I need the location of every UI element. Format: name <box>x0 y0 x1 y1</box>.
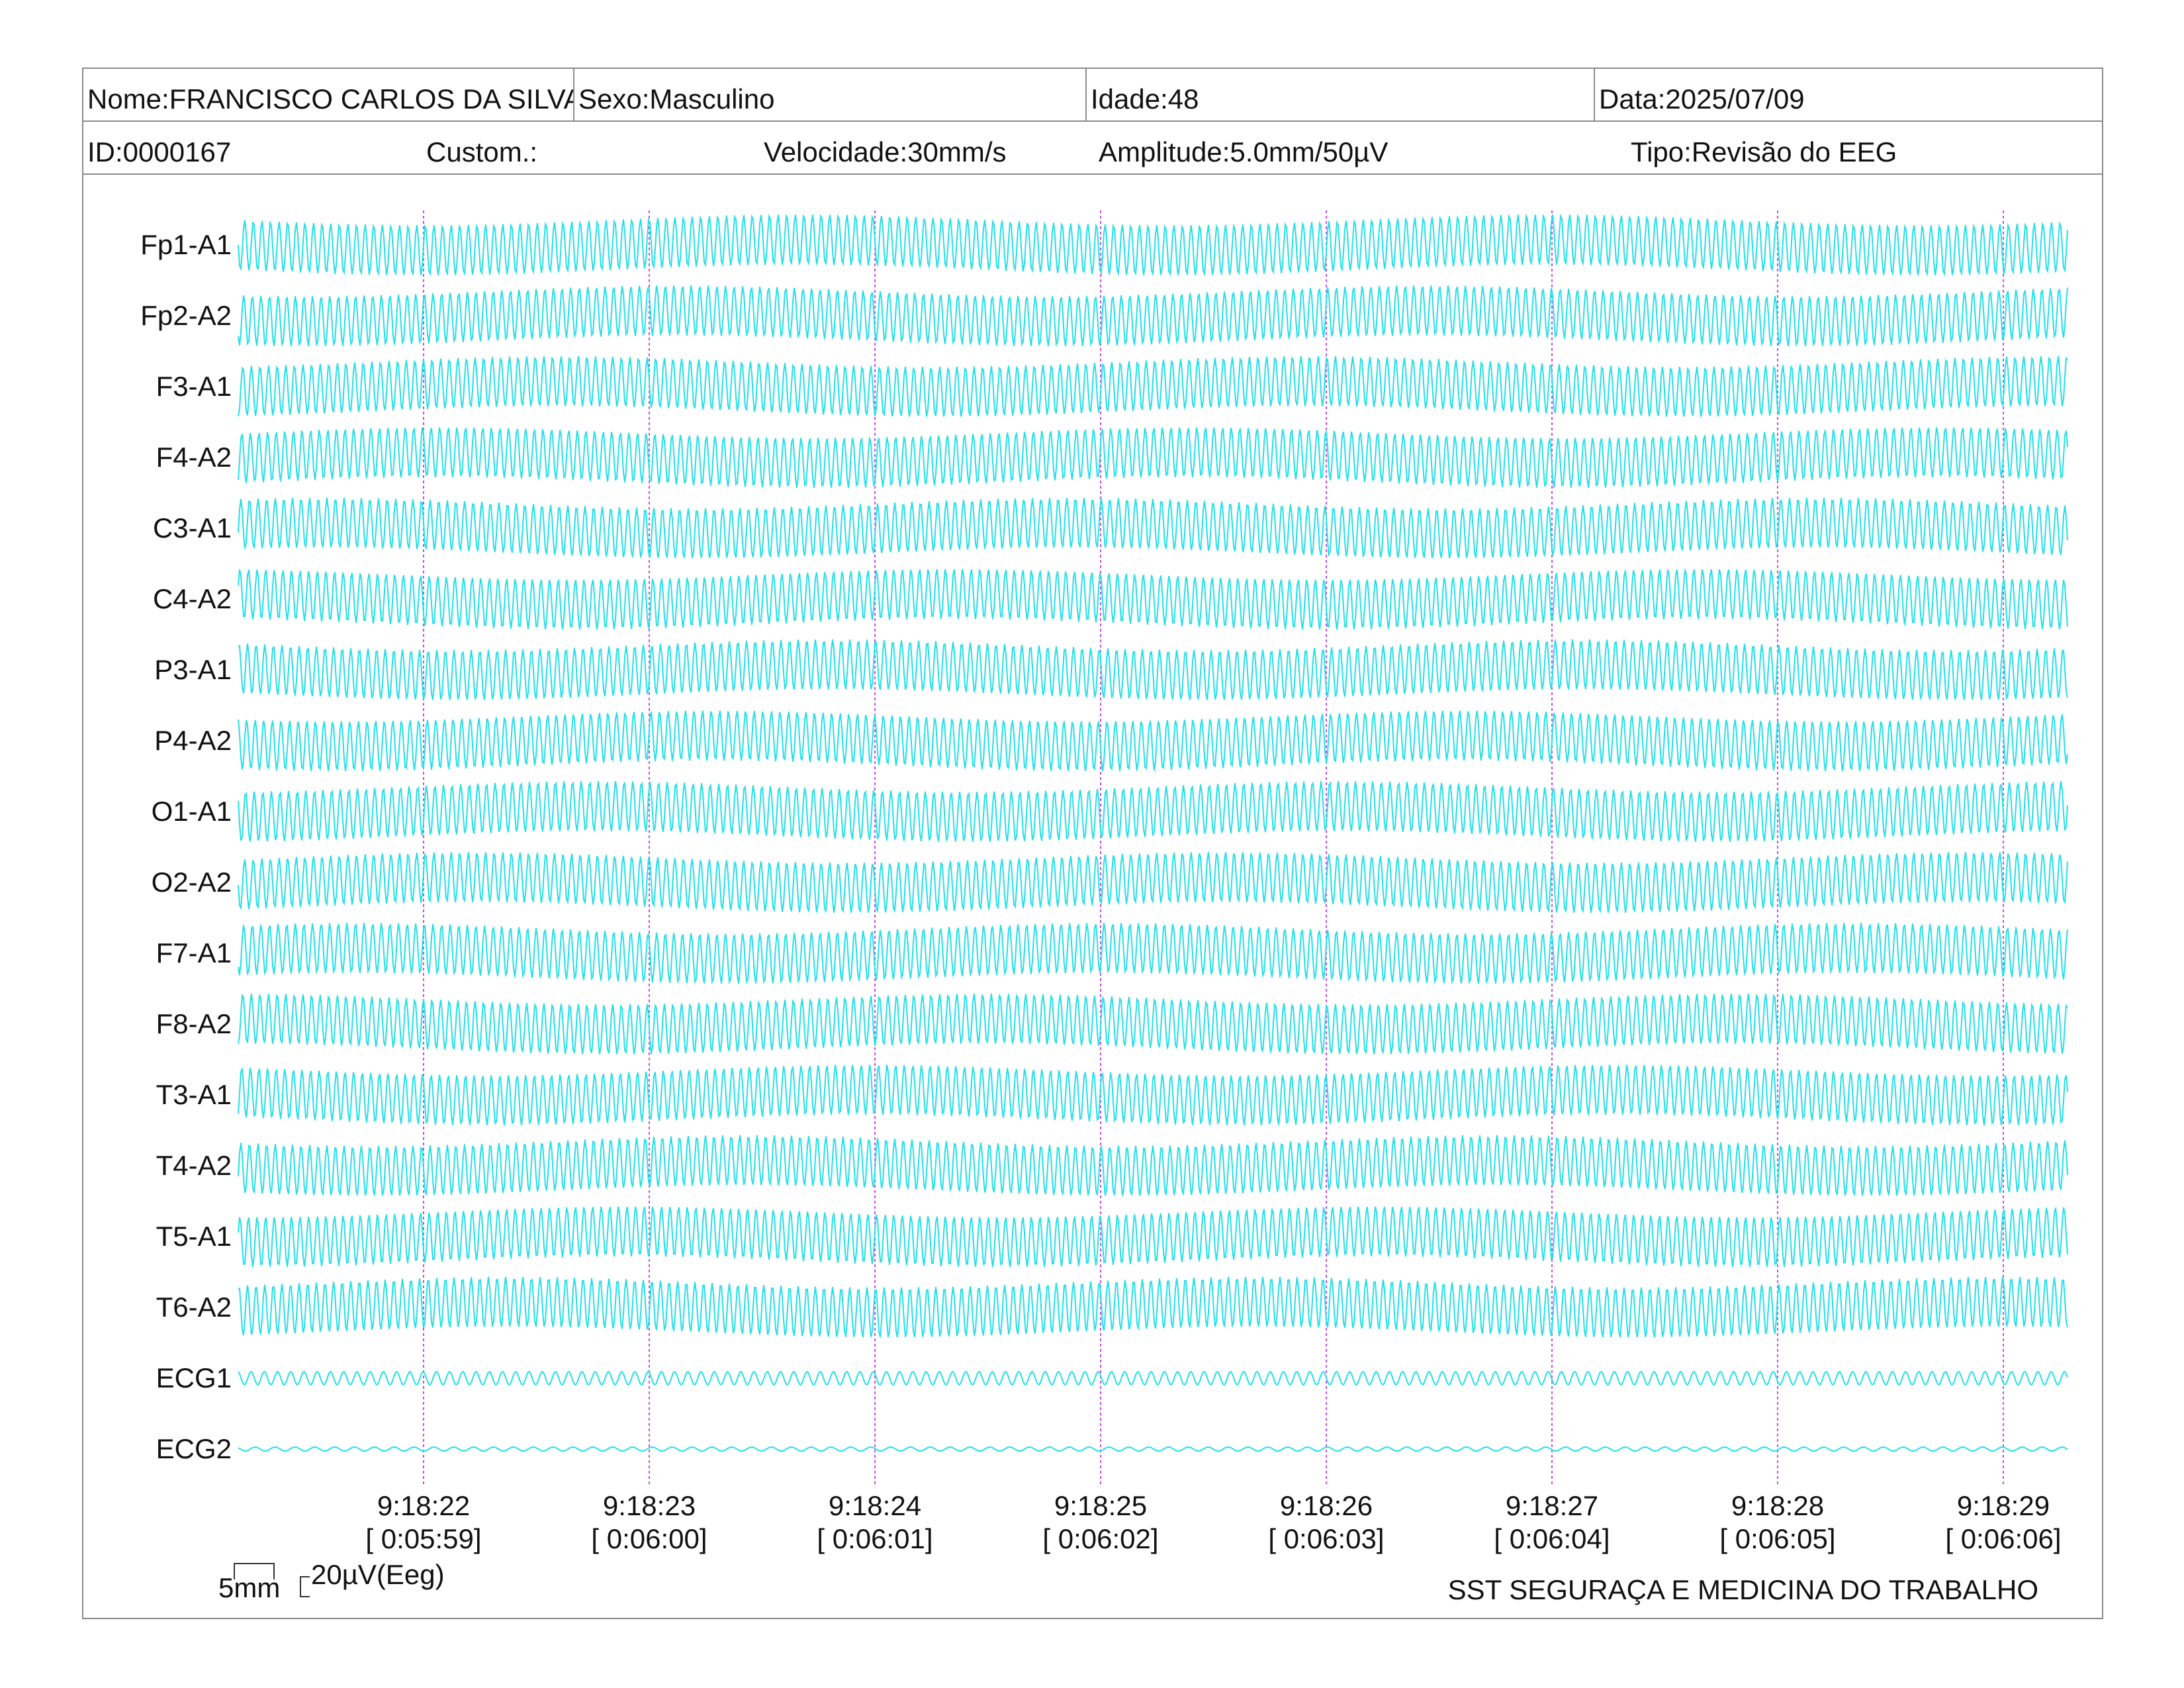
channel-trace <box>238 569 2068 630</box>
time-clock-label: 9:18:24 <box>828 1490 922 1521</box>
time-elapsed-label: [ 0:06:03] <box>1268 1523 1385 1554</box>
channel-label: O2-A2 <box>151 867 232 898</box>
channel-trace <box>238 285 2068 347</box>
time-scale-bracket <box>234 1563 275 1579</box>
time-elapsed-label: [ 0:06:06] <box>1945 1523 2062 1554</box>
channel-label: Fp2-A2 <box>140 300 232 331</box>
time-clock-label: 9:18:27 <box>1505 1490 1599 1521</box>
report-frame: Nome:FRANCISCO CARLOS DA SILVA Sexo:Masc… <box>82 68 2103 1619</box>
time-elapsed-label: [ 0:06:05] <box>1719 1523 1836 1554</box>
channel-label: T4-A2 <box>156 1150 232 1181</box>
channel-label: C3-A1 <box>152 512 232 543</box>
channel-label: F3-A1 <box>156 371 232 402</box>
channel-label: T6-A2 <box>156 1291 232 1323</box>
channel-trace <box>238 923 2068 985</box>
time-elapsed-label: [ 0:05:59] <box>365 1523 482 1554</box>
patient-sex: Sexo:Masculino <box>573 69 1085 120</box>
time-clock-label: 9:18:29 <box>1956 1490 2050 1521</box>
custom-field: Custom.: <box>426 136 538 167</box>
exam-type: Tipo:Revisão do EEG <box>1631 136 1897 167</box>
channel-label: ECG2 <box>156 1433 232 1464</box>
channel-trace <box>238 427 2068 489</box>
speed-setting: Velocidade:30mm/s <box>764 136 1007 167</box>
header-row-recording: ID:0000167 Custom.: Velocidade:30mm/s Am… <box>83 122 2102 175</box>
channel-label: F7-A1 <box>156 937 232 968</box>
channel-trace <box>238 710 2068 772</box>
company-name: SST SEGURAÇA E MEDICINA DO TRABALHO <box>1447 1574 2038 1605</box>
channel-label: T3-A1 <box>156 1079 232 1110</box>
channel-label: ECG1 <box>156 1362 232 1393</box>
channel-label: P3-A1 <box>154 654 232 685</box>
channel-trace <box>238 1135 2068 1196</box>
channel-label: P4-A2 <box>154 725 232 756</box>
channel-label: T5-A1 <box>156 1221 232 1252</box>
time-elapsed-label: [ 0:06:00] <box>591 1523 707 1554</box>
time-clock-label: 9:18:22 <box>377 1490 471 1521</box>
time-scale-label: 5mm <box>218 1572 281 1603</box>
patient-name: Nome:FRANCISCO CARLOS DA SILVA <box>87 83 573 115</box>
channel-trace <box>238 1206 2068 1268</box>
channel-trace <box>238 1276 2068 1338</box>
channel-trace <box>238 497 2068 559</box>
time-elapsed-label: [ 0:06:04] <box>1494 1523 1610 1554</box>
channel-trace <box>238 1446 2068 1452</box>
time-clock-label: 9:18:25 <box>1054 1490 1148 1521</box>
time-elapsed-label: [ 0:06:02] <box>1042 1523 1159 1554</box>
channel-trace <box>238 1370 2068 1386</box>
channel-label: O1-A1 <box>151 796 232 827</box>
channel-trace <box>238 213 2068 277</box>
channel-trace <box>238 780 2068 842</box>
channel-label: C4-A2 <box>152 583 232 614</box>
amplitude-setting: Amplitude:5.0mm/50µV <box>1099 136 1388 167</box>
channel-trace <box>238 639 2068 700</box>
patient-id: ID:0000167 <box>87 136 232 167</box>
time-clock-label: 9:18:23 <box>602 1490 696 1521</box>
channel-trace <box>238 852 2068 914</box>
exam-date: Data:2025/07/09 <box>1594 69 2102 120</box>
amplitude-scale-bracket <box>300 1576 310 1597</box>
channel-trace <box>238 1064 2068 1126</box>
channel-label: F8-A2 <box>156 1008 232 1039</box>
amplitude-scale-label: 20µV(Eeg) <box>311 1559 445 1590</box>
channel-label: Fp1-A1 <box>140 229 232 260</box>
channel-trace <box>238 355 2068 417</box>
header-row-patient: Nome:FRANCISCO CARLOS DA SILVA Sexo:Masc… <box>83 69 2102 122</box>
patient-age: Idade:48 <box>1085 69 1594 120</box>
channel-label: F4-A2 <box>156 442 232 473</box>
channel-trace <box>238 993 2068 1055</box>
time-elapsed-label: [ 0:06:01] <box>817 1523 933 1554</box>
time-clock-label: 9:18:26 <box>1279 1490 1373 1521</box>
time-clock-label: 9:18:28 <box>1731 1490 1825 1521</box>
